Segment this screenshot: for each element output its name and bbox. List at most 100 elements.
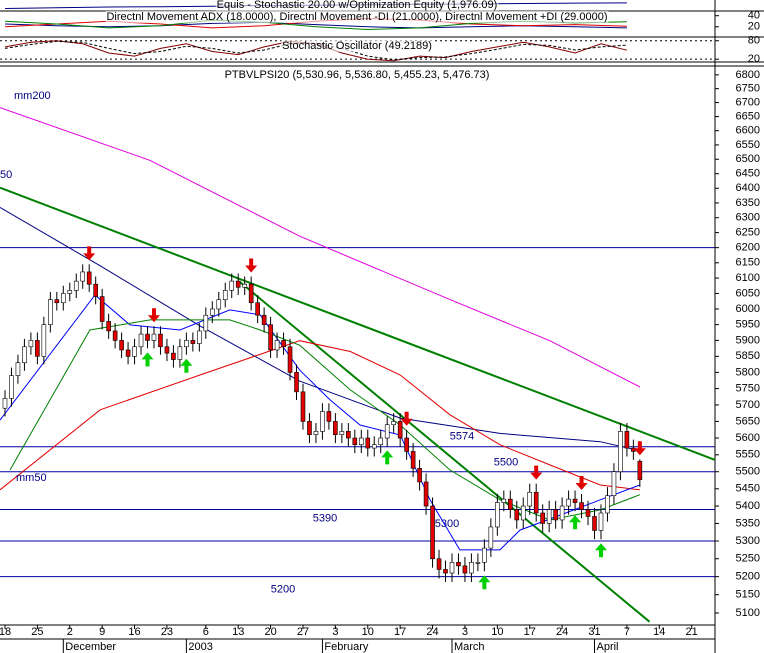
panel-title: Equis - Stochastic 20.00 w/Optimization … (217, 0, 498, 11)
x-tick-label: 7 (624, 626, 630, 638)
y-tick-label: 6550 (736, 139, 760, 151)
x-tick-label: 17 (394, 626, 406, 638)
candle-body (358, 437, 364, 446)
candle-body (294, 372, 299, 393)
x-tick-label: 25 (31, 626, 43, 638)
candle-body (397, 421, 403, 439)
candle-body (93, 283, 98, 297)
candle-body (436, 558, 442, 570)
candle-body (287, 346, 293, 373)
sell-signal (400, 411, 413, 426)
x-tick-label: 3 (462, 626, 468, 638)
x-tick-label: 16 (128, 626, 140, 638)
candle-body (410, 451, 416, 469)
y-tick-label: 5400 (736, 500, 760, 512)
candle-body (320, 411, 325, 432)
candle-body (430, 505, 435, 560)
candle-body (171, 352, 176, 360)
y-tick-label: 40 (748, 10, 760, 22)
month-label: March (454, 641, 485, 653)
series-line (0, 294, 641, 551)
candle-body (22, 346, 27, 364)
candle-body (333, 421, 338, 435)
candle-body (533, 491, 539, 514)
candle-body (611, 471, 617, 496)
buy-signal (381, 450, 394, 465)
candle-body (404, 437, 409, 452)
candle-body (637, 460, 643, 480)
candle-body (300, 391, 306, 422)
candle-body (99, 296, 105, 322)
candle-body (35, 340, 40, 357)
sell-signal (83, 246, 96, 261)
x-tick-label: 3 (332, 626, 338, 638)
candle-body (145, 333, 150, 341)
candle-body (482, 547, 487, 563)
candle-body (28, 340, 34, 348)
y-tick-label: 20 (748, 53, 760, 65)
candle-body (384, 424, 390, 439)
candle-body (2, 398, 8, 409)
candle-body (307, 421, 312, 435)
y-tick-label: 5500 (736, 466, 760, 478)
candle-body (9, 375, 14, 399)
candle-body (190, 340, 196, 344)
panel-title: PTBVLPSI20 (5,530.96, 5,536.80, 5,455.23… (225, 69, 490, 81)
annotation: mm50 (16, 472, 47, 484)
level-label: 5300 (435, 518, 459, 530)
x-tick-label: 31 (588, 626, 600, 638)
y-tick-label: 6450 (736, 168, 760, 180)
y-tick-label: 6250 (736, 227, 760, 239)
y-tick-label: 6600 (736, 125, 760, 137)
y-tick-label: 5200 (736, 571, 760, 583)
y-tick-label: 5850 (736, 350, 760, 362)
y-tick-label: 6000 (736, 303, 760, 315)
candle-body (119, 340, 124, 351)
month-label: December (65, 641, 116, 653)
title-background (215, 0, 499, 11)
y-tick-label: 6050 (736, 287, 760, 299)
y-tick-label: 6300 (736, 212, 760, 224)
candle-body (281, 340, 286, 348)
x-tick-label: 23 (161, 626, 173, 638)
candle-body (132, 346, 137, 357)
y-tick-label: 5950 (736, 319, 760, 331)
candle-body (255, 302, 260, 316)
title-background (105, 10, 609, 23)
buy-signal (478, 575, 491, 590)
candle-body (520, 505, 526, 521)
candle-body (495, 502, 500, 528)
candle-body (54, 299, 60, 304)
candle-body (164, 346, 170, 354)
candle-body (456, 562, 461, 567)
candle-body (527, 491, 533, 507)
series-line (0, 107, 641, 388)
y-tick-label: 5300 (736, 535, 760, 547)
series-line (0, 206, 641, 452)
candle-body (546, 509, 552, 524)
y-tick-label: 20 (748, 21, 760, 33)
candle-body (475, 562, 481, 564)
y-tick-label: 5450 (736, 483, 760, 495)
candle-body (60, 293, 66, 304)
candle-body (605, 495, 610, 514)
x-tick-label: 10 (491, 626, 503, 638)
y-tick-label: 6150 (736, 257, 760, 269)
candle-body (268, 324, 273, 351)
month-label: April (597, 641, 619, 653)
buy-signal (569, 515, 582, 530)
y-tick-label: 6750 (736, 83, 760, 95)
candle-body (86, 271, 92, 285)
candle-body (417, 468, 422, 483)
candle-body (443, 569, 448, 574)
candle-body (365, 437, 371, 449)
x-tick-label: 2 (67, 626, 73, 638)
x-tick-label: 13 (232, 626, 244, 638)
candle-body (73, 280, 79, 291)
candle-body (242, 283, 247, 288)
candle-body (151, 333, 157, 341)
candle-body (449, 562, 455, 574)
y-tick-label: 5800 (736, 366, 760, 378)
candle-body (261, 314, 267, 325)
